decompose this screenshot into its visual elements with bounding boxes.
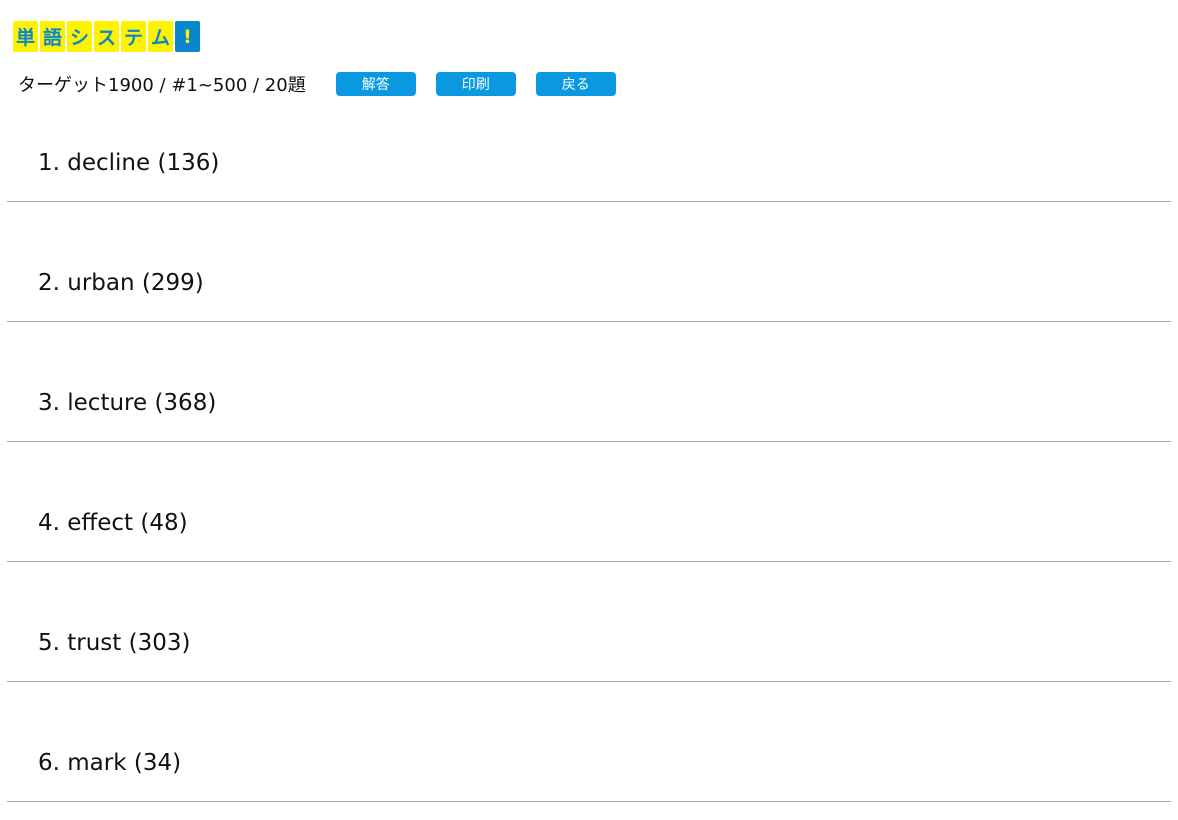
answer-button[interactable]: 解答: [335, 72, 416, 96]
logo: 単 語 シ ス テ ム !: [13, 21, 200, 52]
question-text: 6. mark (34): [38, 750, 182, 776]
print-button[interactable]: 印刷: [435, 72, 516, 96]
question-text: 4. effect (48): [38, 510, 188, 536]
logo-char: 語: [40, 21, 65, 52]
logo-char: 単: [13, 21, 38, 52]
question-list: 1. decline (136) 2. urban (299) 3. lectu…: [7, 82, 1171, 802]
question-text: 3. lecture (368): [38, 390, 217, 416]
logo-char: ス: [94, 21, 119, 52]
logo-char: テ: [121, 21, 146, 52]
logo-char: ム: [148, 21, 173, 52]
question-item: 2. urban (299): [7, 202, 1171, 322]
question-item: 4. effect (48): [7, 442, 1171, 562]
logo-char: !: [175, 21, 200, 52]
question-item: 1. decline (136): [7, 82, 1171, 202]
toolbar: ターゲット1900 / #1~500 / 20題 解答 印刷 戻る: [18, 72, 636, 96]
question-item: 3. lecture (368): [7, 322, 1171, 442]
logo-char: シ: [67, 21, 92, 52]
test-info: ターゲット1900 / #1~500 / 20題: [18, 75, 306, 96]
question-text: 5. trust (303): [38, 630, 191, 656]
question-text: 1. decline (136): [38, 150, 220, 176]
back-button[interactable]: 戻る: [535, 72, 616, 96]
question-text: 2. urban (299): [38, 270, 204, 296]
question-item: 5. trust (303): [7, 562, 1171, 682]
question-item: 6. mark (34): [7, 682, 1171, 802]
